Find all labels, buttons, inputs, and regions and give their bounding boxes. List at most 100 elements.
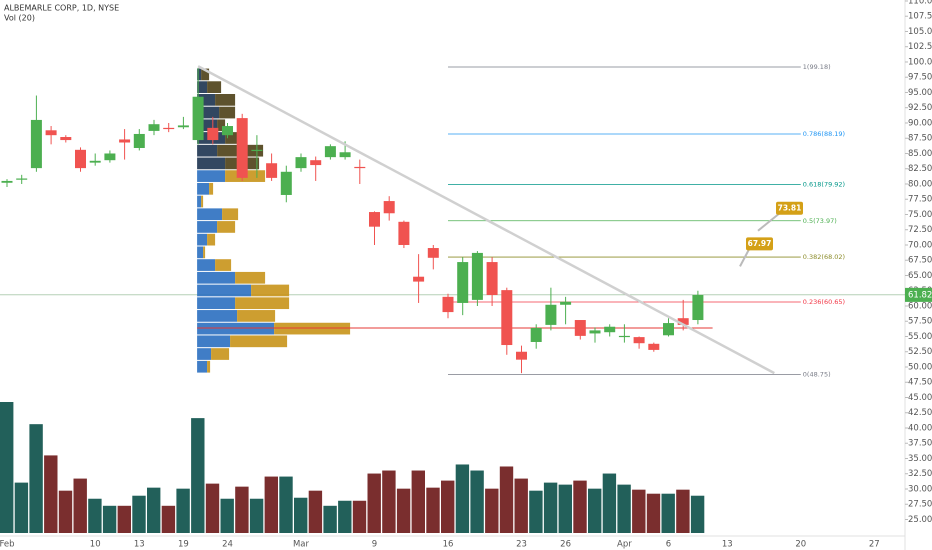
candle-body — [192, 96, 204, 141]
callout-box — [746, 237, 773, 251]
volume-bar — [470, 470, 484, 533]
candle-body — [133, 133, 145, 148]
y-tick-label: 75.00 — [908, 210, 932, 220]
volume-bar — [191, 418, 205, 533]
fib-label: 0.5(73.97) — [803, 217, 837, 225]
candle-body — [560, 301, 572, 305]
profile-up — [197, 310, 238, 322]
last-price-label: 61.82 — [908, 290, 932, 300]
y-tick-label: 102.50 — [908, 42, 932, 52]
fib-label: 0(48.75) — [803, 371, 831, 379]
profile-down — [217, 119, 226, 132]
volume-bar — [0, 402, 14, 533]
volume-bar — [102, 505, 117, 533]
profile-down — [222, 208, 239, 221]
candle-body — [339, 152, 351, 158]
trendline — [197, 65, 775, 375]
candle-body — [60, 137, 72, 141]
volume-bar — [455, 464, 470, 533]
candle-body — [398, 221, 410, 245]
candle-body — [383, 201, 395, 214]
volume-bar — [117, 505, 131, 533]
candle-body — [501, 290, 513, 346]
y-tick-label: 92.50 — [908, 103, 932, 113]
volume-bar — [264, 476, 278, 533]
profile-up — [197, 93, 216, 106]
fib-label: 0.786(88.19) — [803, 130, 845, 138]
profile-up — [197, 233, 208, 246]
volume-bar — [588, 488, 602, 533]
callout-label: 73.81 — [778, 203, 802, 212]
profile-down — [237, 310, 276, 322]
candle-body — [119, 139, 131, 143]
candle-body — [222, 126, 233, 136]
profile-up — [197, 170, 226, 182]
candle-body — [589, 330, 601, 334]
y-tick-label: 90.00 — [908, 118, 932, 128]
profile-up — [197, 195, 202, 208]
candle-body — [280, 171, 292, 195]
x-tick-label: 23 — [516, 540, 527, 550]
volume-bar — [646, 493, 661, 533]
callout-label: 67.97 — [748, 239, 772, 248]
candle-body — [16, 178, 28, 180]
volume-bar — [249, 498, 264, 533]
profile-down — [211, 348, 230, 360]
candle-body — [369, 212, 380, 227]
y-tick-label: 37.50 — [908, 439, 932, 449]
callout-box — [776, 201, 803, 215]
volume-bar — [411, 470, 425, 533]
volume-bar — [661, 493, 675, 533]
x-tick-label: 24 — [222, 540, 233, 550]
profile-up — [197, 157, 226, 170]
volume-bar — [220, 498, 234, 533]
candle-body — [310, 160, 322, 166]
symbol-title: ALBEMARLE CORP, 1D, NYSE — [4, 4, 119, 13]
profile-up — [197, 208, 223, 221]
profile-up — [197, 68, 202, 81]
y-tick-label: 85.00 — [908, 149, 932, 159]
profile-down — [215, 93, 236, 106]
x-tick-label: 13 — [134, 540, 145, 550]
candle-body — [251, 149, 263, 152]
y-tick-label: 55.00 — [908, 332, 932, 342]
candle-body — [427, 248, 439, 258]
volume-bar — [529, 490, 543, 533]
candle-body — [663, 323, 674, 336]
profile-up — [197, 360, 208, 373]
profile-down — [215, 259, 232, 271]
candle-body — [177, 125, 189, 128]
volume-bar — [235, 486, 249, 533]
y-tick-label: 47.50 — [908, 378, 932, 388]
candle-body — [89, 160, 101, 163]
candle-body — [618, 335, 630, 338]
profile-up — [197, 259, 216, 271]
profile-down — [217, 221, 236, 233]
volume-bar — [176, 488, 190, 533]
y-tick-label: 57.50 — [908, 317, 932, 327]
candle-body — [45, 130, 57, 136]
profile-up — [197, 221, 218, 233]
profile-up — [197, 284, 252, 297]
candle-body — [207, 127, 219, 141]
volume-bar — [573, 480, 587, 533]
y-tick-label: 25.00 — [908, 515, 932, 525]
volume-legend: Vol (20) — [4, 14, 35, 23]
last-price-tag — [905, 287, 932, 302]
candle-body — [604, 326, 616, 333]
candle-body — [163, 127, 175, 130]
profile-down — [274, 322, 351, 335]
candle-body — [677, 318, 689, 325]
volume-bar — [352, 500, 367, 533]
y-tick-label: 67.50 — [908, 256, 932, 266]
y-tick-label: 45.00 — [908, 393, 932, 403]
candle-body — [574, 320, 586, 336]
volume-bar — [676, 489, 690, 533]
x-tick-label: 27 — [869, 540, 880, 550]
volume-bar — [323, 505, 337, 533]
volume-bar — [499, 466, 514, 533]
x-tick-label: 19 — [178, 540, 189, 550]
candle-body — [324, 146, 336, 158]
candle-body — [148, 124, 160, 131]
profile-up — [197, 144, 218, 157]
